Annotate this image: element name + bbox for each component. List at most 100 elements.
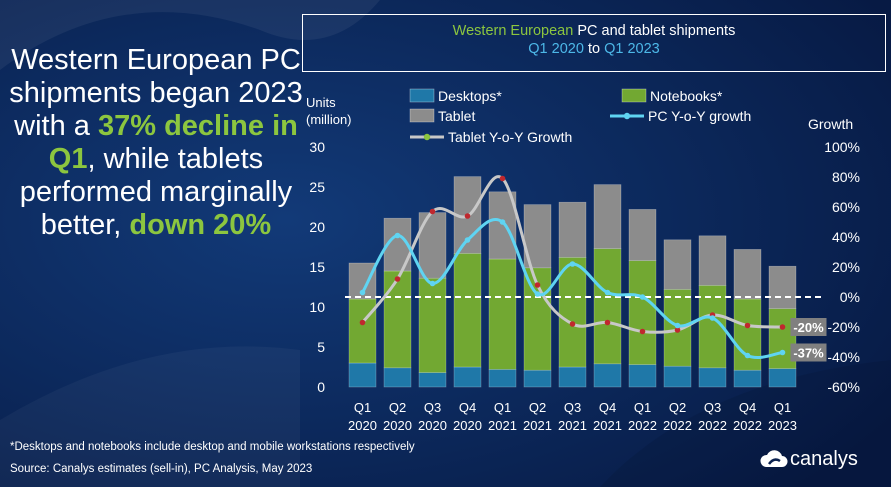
y-tick-right: 40% xyxy=(832,229,860,245)
bar-desktops xyxy=(418,372,447,388)
y-axis-label-left: Units xyxy=(306,95,336,110)
y-tick-right: 0% xyxy=(840,289,860,305)
logo-text: canalys xyxy=(790,448,858,470)
bar-tablet xyxy=(593,184,622,249)
point-pc-growth xyxy=(674,322,681,329)
legend-label: PC Y-o-Y growth xyxy=(648,108,751,124)
point-tablet-growth xyxy=(394,276,401,282)
point-tablet-growth xyxy=(429,208,436,215)
point-tablet-growth xyxy=(639,328,646,335)
annotation-label: -20% xyxy=(793,320,824,335)
bar-desktops xyxy=(558,366,587,388)
x-tick-quarter: Q2 xyxy=(529,400,546,415)
bar-desktops xyxy=(698,367,727,388)
headline-highlight-tablet: down 20% xyxy=(129,209,272,241)
point-pc-growth xyxy=(569,261,576,267)
x-tick-year: 2020 xyxy=(348,418,377,433)
x-tick-quarter: Q4 xyxy=(739,400,756,415)
y-tick-right: 20% xyxy=(832,259,860,275)
headline-highlight-pc: 37% decline in Q1 xyxy=(48,110,298,175)
bar-notebooks xyxy=(418,277,447,373)
x-tick-quarter: Q4 xyxy=(459,400,476,415)
bar-tablet xyxy=(663,239,692,290)
title-end: Q1 2023 xyxy=(604,41,660,57)
x-tick-year: 2021 xyxy=(523,418,552,433)
x-tick-quarter: Q2 xyxy=(389,400,406,415)
legend-swatch xyxy=(409,108,435,123)
bar-desktops xyxy=(348,362,377,388)
legend-label: Tablet xyxy=(438,108,475,124)
x-tick-year: 2022 xyxy=(733,418,762,433)
bar-desktops xyxy=(383,367,412,388)
bar-desktops xyxy=(733,369,762,388)
point-tablet-growth xyxy=(779,324,786,330)
point-pc-growth xyxy=(359,289,366,296)
x-tick-quarter: Q1 xyxy=(494,400,511,415)
point-pc-growth xyxy=(394,232,401,239)
bar-tablet xyxy=(733,249,762,300)
y-tick-right: 60% xyxy=(832,199,860,215)
x-tick-year: 2023 xyxy=(768,418,797,433)
annotation-box xyxy=(790,343,827,362)
title-region: Western European xyxy=(452,23,574,39)
bar-notebooks xyxy=(348,298,377,364)
point-tablet-growth xyxy=(464,213,471,219)
point-tablet-growth xyxy=(499,175,506,182)
x-tick-quarter: Q3 xyxy=(564,400,581,415)
footnote: *Desktops and notebooks include desktop … xyxy=(10,441,415,453)
headline-text-1: Western European PC shipments began 2023… xyxy=(9,44,303,142)
y-tick-right: -40% xyxy=(827,349,860,365)
x-tick-quarter: Q1 xyxy=(634,400,651,415)
point-tablet-growth xyxy=(744,322,751,329)
legend-marker xyxy=(623,112,631,120)
bar-desktops xyxy=(453,366,482,388)
y-tick-left: 5 xyxy=(317,339,325,355)
point-tablet-growth xyxy=(534,282,541,288)
point-pc-growth xyxy=(639,294,646,300)
bar-tablet xyxy=(698,235,727,286)
x-tick-year: 2022 xyxy=(698,418,727,433)
point-pc-growth xyxy=(429,280,436,287)
x-tick-year: 2022 xyxy=(663,418,692,433)
headline: Western European PC shipments began 2023… xyxy=(6,44,306,242)
title-to: to xyxy=(583,41,605,57)
y-tick-left: 30 xyxy=(309,139,325,155)
y-tick-left: 15 xyxy=(309,259,325,275)
y-tick-right: -20% xyxy=(827,319,860,335)
legend-marker xyxy=(423,133,431,141)
bar-notebooks xyxy=(488,258,517,370)
y-axis-label-left: (million) xyxy=(306,112,352,127)
point-pc-growth xyxy=(709,315,716,321)
headline-text-2: , while tablets performed marginally bet… xyxy=(19,143,293,241)
legend-label: Tablet Y-o-Y Growth xyxy=(448,129,572,145)
y-tick-right: 80% xyxy=(832,169,860,185)
x-tick-year: 2020 xyxy=(453,418,482,433)
annotation-box xyxy=(790,318,827,336)
x-tick-year: 2021 xyxy=(593,418,622,433)
bar-desktops xyxy=(628,364,657,388)
x-tick-quarter: Q1 xyxy=(774,400,791,415)
bar-desktops xyxy=(593,363,622,388)
legend-swatch xyxy=(621,88,647,103)
bar-notebooks xyxy=(628,260,657,365)
y-tick-left: 10 xyxy=(309,299,325,315)
point-tablet-growth xyxy=(674,327,681,333)
point-pc-growth xyxy=(779,349,786,356)
legend-swatch xyxy=(409,88,435,103)
bar-notebooks xyxy=(453,253,482,368)
x-tick-year: 2021 xyxy=(488,418,517,433)
bar-desktops xyxy=(523,369,552,388)
point-tablet-growth xyxy=(604,319,611,326)
x-tick-year: 2022 xyxy=(628,418,657,433)
point-pc-growth xyxy=(604,289,611,296)
x-tick-quarter: Q2 xyxy=(669,400,686,415)
annotation-label: -37% xyxy=(793,346,824,361)
bar-desktops xyxy=(663,365,692,388)
bar-desktops xyxy=(768,368,797,388)
bar-notebooks xyxy=(593,248,622,365)
bar-notebooks xyxy=(733,298,762,371)
point-pc-growth xyxy=(744,352,751,359)
point-pc-growth xyxy=(499,219,506,225)
chart-title-box: Western European PC and tablet shipments… xyxy=(302,14,886,72)
